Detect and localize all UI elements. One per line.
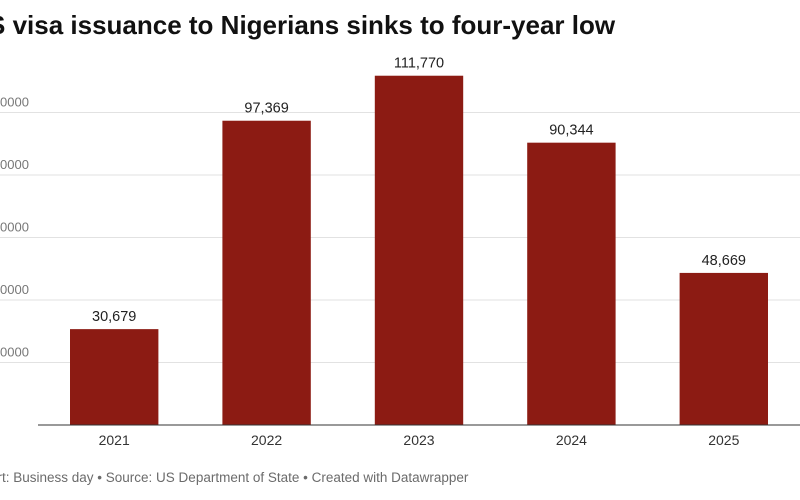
chart-footer-credits: art: Business day • Source: US Departmen… — [0, 470, 469, 485]
chart-title: S visa issuance to Nigerians sinks to fo… — [0, 10, 616, 40]
bars — [70, 75, 768, 426]
value-label: 48,669 — [702, 253, 746, 269]
x-tick-label: 2023 — [403, 432, 434, 448]
y-tick-label: 0000 — [0, 282, 29, 297]
value-label: 90,344 — [549, 123, 593, 139]
y-axis-tick-labels: 0000 0000 0000 0000 0000 — [0, 95, 29, 360]
x-tick-label: 2025 — [708, 432, 739, 448]
bar-2023 — [374, 75, 464, 425]
value-labels: 30,679 97,369 111,770 90,344 48,669 — [92, 56, 746, 325]
y-tick-label: 0000 — [0, 345, 29, 360]
bar-2025 — [679, 272, 768, 425]
y-tick-label: 0000 — [0, 95, 29, 110]
bar-chart: 0000 0000 0000 0000 0000 30,679 97,369 111,770… — [0, 56, 800, 448]
bar-2024 — [527, 142, 616, 426]
x-axis-tick-labels: 2021 2022 2023 2024 2025 — [99, 432, 740, 448]
value-label: 111,770 — [394, 56, 444, 72]
x-tick-label: 2024 — [556, 432, 587, 448]
value-label: 30,679 — [92, 309, 136, 325]
x-tick-label: 2021 — [99, 432, 130, 448]
y-tick-label: 0000 — [0, 220, 29, 235]
y-tick-label: 0000 — [0, 157, 29, 172]
value-label: 97,369 — [244, 101, 288, 117]
bar-2022 — [222, 120, 311, 426]
bar-2021 — [70, 329, 159, 425]
x-tick-label: 2022 — [251, 432, 282, 448]
